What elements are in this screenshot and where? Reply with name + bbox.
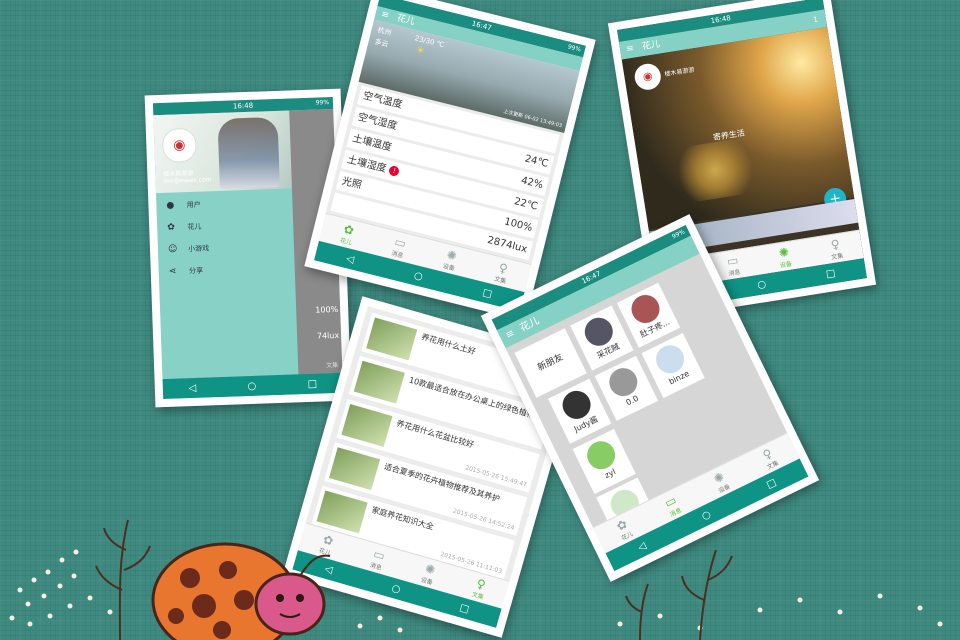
share-icon: ⋖	[168, 266, 177, 277]
peek-value: 74lux	[316, 330, 340, 341]
account-name: 楼木易游游	[664, 66, 695, 79]
status-time: 16:48	[232, 101, 254, 111]
reading-value: 42%	[519, 175, 545, 192]
reading-value: 22℃	[512, 196, 539, 213]
article-thumbnail	[341, 404, 393, 447]
friend-name: zyl	[603, 467, 618, 481]
flower-icon: ✿	[167, 222, 175, 233]
menu-icon[interactable]: ≡	[503, 327, 517, 342]
page-title: 花儿	[518, 315, 542, 335]
account-email: me@eseek.com	[163, 176, 212, 185]
tab-label: 设备	[442, 262, 456, 273]
reading-label: 空气温度	[361, 90, 404, 111]
notification-count: 1	[812, 15, 819, 25]
tab-label: 消息	[390, 249, 404, 260]
smile-icon: ☺	[167, 244, 178, 255]
menu-item-share[interactable]: ⋖ 分享	[158, 256, 295, 283]
article-thumbnail	[353, 360, 405, 404]
alert-badge: !	[388, 164, 401, 178]
menu-item-label: 用户	[186, 200, 201, 210]
home-button[interactable]: ○	[247, 380, 257, 392]
tab-label: 消息	[728, 268, 742, 278]
weather-label: 多云	[373, 37, 390, 49]
reading-label: 土壤湿度	[345, 154, 388, 175]
drawer-menu: ● 用户 ✿ 花儿 ☺ 小游戏 ⋖ 分享	[156, 190, 299, 380]
avatar[interactable]: ◉	[632, 61, 663, 92]
user-icon: ●	[166, 200, 175, 211]
reading-label: 空气湿度	[356, 111, 399, 133]
reading-label: 光照	[340, 175, 363, 192]
reading-label: 土壤温度	[351, 133, 393, 154]
decorative-illustration	[9, 519, 943, 640]
recent-apps-button[interactable]: □	[307, 378, 318, 390]
plant-decoration	[95, 519, 733, 640]
menu-icon[interactable]: ≡	[625, 43, 635, 55]
peek-value: 100%	[315, 304, 339, 315]
anime-girl-illustration	[217, 116, 280, 189]
reading-value: 24℃	[523, 153, 550, 170]
article-thumbnail	[366, 317, 418, 361]
dots-decoration	[9, 549, 943, 633]
tab-label: 设备	[779, 260, 793, 270]
sun-cloud-icon: ☀	[414, 44, 426, 58]
page-title: 花儿	[641, 39, 661, 53]
menu-item-label: 花儿	[187, 222, 202, 232]
avatar	[582, 436, 620, 474]
tab-label: 文集	[830, 252, 844, 262]
sunset-flower-photo: ◉ 楼木易游游 寄养生活	[621, 27, 855, 230]
recent-apps-button[interactable]: □	[481, 286, 494, 300]
city-label: 杭州	[376, 25, 393, 38]
aperture-icon: ✺	[777, 244, 791, 261]
peek-tab-label: 文集	[326, 361, 339, 370]
menu-item-label: 小游戏	[188, 244, 210, 254]
battery-status: 99%	[315, 99, 330, 107]
reading-value: 100%	[503, 216, 534, 234]
article-thumbnail	[328, 447, 381, 491]
ladybug-illustration	[151, 542, 331, 640]
tab-label: 文集	[493, 275, 507, 286]
back-button[interactable]: ◁	[345, 252, 356, 266]
flower-cluster	[666, 135, 765, 206]
recent-apps-button[interactable]: □	[764, 476, 778, 491]
avatar[interactable]: ◉	[161, 127, 197, 163]
tab-label: 花儿	[339, 237, 353, 247]
phone-sensor-screenshot: 16:47 99% ≡ 花儿 杭州 23/30 ℃ 多云 ☀ 上次更新 06-0…	[304, 0, 596, 322]
recent-apps-button[interactable]: □	[825, 267, 837, 280]
back-button[interactable]: ◁	[188, 382, 197, 394]
home-button[interactable]: ○	[412, 269, 424, 283]
menu-item-label: 分享	[188, 266, 204, 276]
home-button[interactable]: ○	[756, 278, 767, 291]
bulb-icon: ♀	[829, 236, 841, 253]
